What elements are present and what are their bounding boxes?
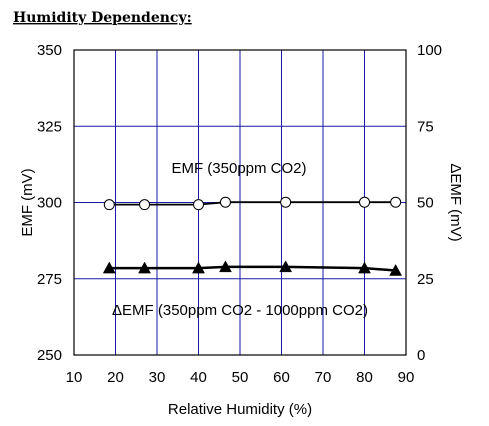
y2-tick-label: 50: [417, 195, 434, 212]
delta-emf-point: [138, 261, 151, 274]
y2-axis-title: ΔEMF (mV): [447, 163, 464, 241]
series-label-emf: EMF (350ppm CO2): [171, 160, 306, 177]
y-axis-title: EMF (mV): [19, 168, 36, 236]
x-tick-label: 90: [398, 369, 415, 386]
emf-point: [359, 196, 370, 208]
y-tick-label: 275: [37, 271, 62, 288]
emf-point: [219, 196, 231, 208]
x-tick-label: 10: [66, 369, 83, 386]
emf-point: [139, 199, 151, 211]
x-tick-label: 30: [149, 369, 166, 386]
delta-emf-point: [279, 260, 293, 273]
x-tick-label: 60: [273, 369, 290, 386]
series-line-1: [109, 265, 396, 272]
y2-tick-label: 0: [417, 347, 425, 364]
emf-point: [390, 196, 402, 208]
delta-emf-point: [358, 261, 371, 274]
delta-emf-point: [102, 261, 116, 274]
y-tick-label: 300: [37, 195, 62, 212]
x-tick-label: 40: [190, 369, 207, 386]
plot-frame: [73, 49, 407, 356]
y2-tick-label: 100: [417, 42, 442, 59]
y-tick-label: 350: [37, 42, 62, 59]
y2-tick-label: 25: [417, 271, 434, 288]
x-tick-label: 50: [232, 369, 249, 386]
tick-labels: 10 20 30 40 50 60 70 80 90 250 275 300 325 350 0 25 50 75…: [37, 42, 442, 386]
y2-tick-label: 75: [417, 118, 434, 135]
emf-point: [103, 199, 115, 211]
series-label-delta-emf: ΔEMF (350ppm CO2 - 1000ppm CO2): [112, 302, 368, 319]
delta-emf-point: [389, 263, 403, 276]
delta-emf-point: [219, 260, 232, 273]
x-tick-label: 70: [315, 369, 332, 386]
y-tick-label: 250: [37, 347, 62, 364]
x-tick-label: 80: [356, 369, 373, 386]
delta-emf-point: [192, 261, 205, 274]
x-axis-title: Relative Humidity (%): [168, 401, 312, 418]
emf-point: [280, 196, 292, 208]
series-layer: [102, 196, 403, 276]
emf-point: [193, 199, 204, 211]
x-tick-label: 20: [107, 369, 124, 386]
y-tick-label: 325: [37, 118, 62, 135]
chart-heading: Humidity Dependency:: [13, 10, 192, 26]
